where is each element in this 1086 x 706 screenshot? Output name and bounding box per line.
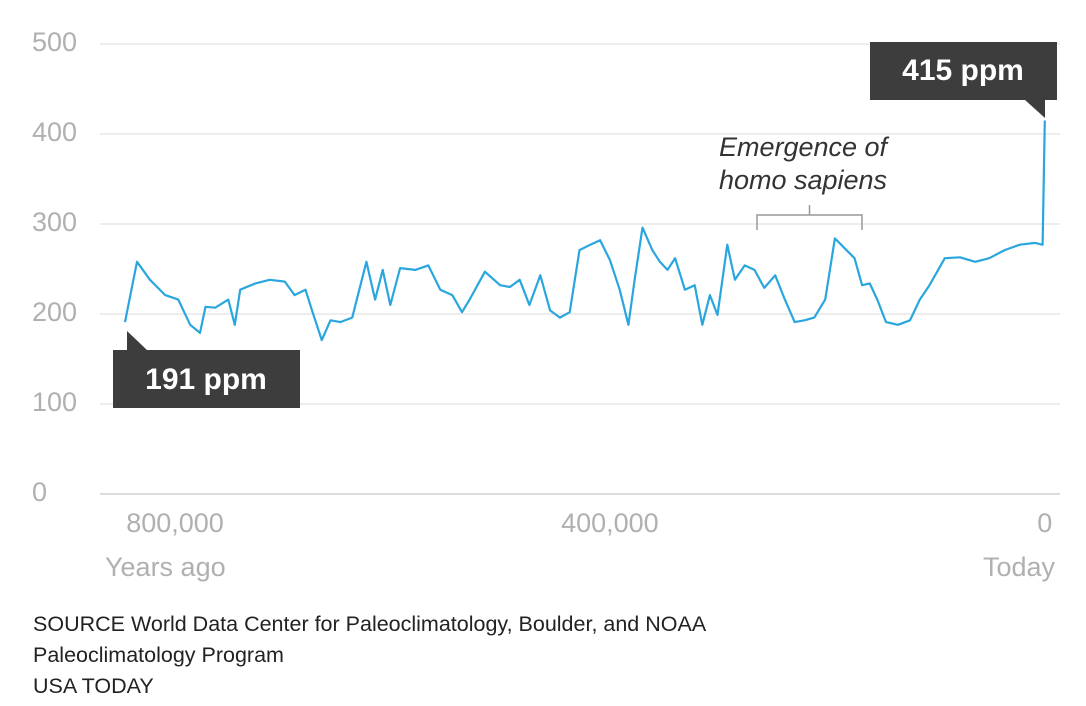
bracket: [756, 205, 863, 230]
annotation: homo sapiens: [719, 165, 887, 195]
annotation: Emergence of: [719, 132, 890, 162]
y-tick-label: 400: [32, 117, 77, 147]
callout-label: 191 ppm: [145, 363, 267, 396]
callout-box: [1025, 100, 1045, 118]
y-tick-label: 300: [32, 207, 77, 237]
chart: 0 100 200 300 400 500 800,000 400,000 0 Years ago…: [32, 27, 1060, 582]
callout-box: [870, 42, 1057, 100]
callout-box: [113, 331, 147, 350]
callout-box: [113, 350, 300, 408]
y-tick-label: 200: [32, 297, 77, 327]
credit: USA TODAY: [33, 674, 154, 698]
x-tick-label: 400,000: [561, 508, 659, 538]
source-note: SOURCE World Data Center for Paleoclimat…: [33, 612, 705, 667]
y-tick-label: 0: [32, 477, 47, 507]
callout-label: 415 ppm: [902, 54, 1024, 87]
data-line: [123, 120, 1046, 342]
x-axis-label: Years ago: [105, 552, 226, 582]
x-axis-label: Today: [983, 552, 1056, 582]
x-tick-label: 0: [1037, 508, 1052, 538]
y-tick-label: 500: [32, 27, 77, 57]
x-tick-label: 800,000: [126, 508, 224, 538]
y-tick-label: 100: [32, 387, 77, 417]
